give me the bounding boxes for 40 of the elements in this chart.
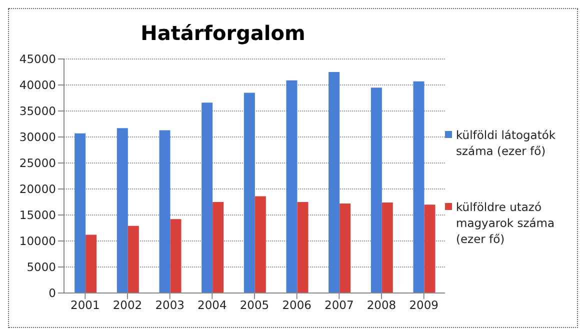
- bar: [116, 128, 128, 293]
- legend-label: külföldi látogatók száma (ezer fő): [456, 127, 557, 159]
- y-tick-label: 40000: [19, 78, 56, 92]
- x-tick-label: 2001: [70, 298, 100, 312]
- bar: [424, 204, 436, 293]
- bar: [340, 204, 351, 293]
- y-tick-label: 10000: [19, 234, 56, 248]
- x-tick-label: 2007: [324, 298, 354, 312]
- bar: [212, 202, 224, 293]
- bar: [159, 130, 170, 293]
- bar: [328, 72, 340, 293]
- legend-label: külföldre utazó magyarok száma (ezer fő): [456, 199, 556, 247]
- x-tick-label: 2008: [366, 298, 396, 312]
- bar: [382, 202, 393, 293]
- y-tick-label: 20000: [19, 182, 56, 196]
- bar: [128, 226, 139, 293]
- y-tick-label: 25000: [19, 156, 56, 170]
- bar: [254, 196, 266, 293]
- bar: [202, 102, 213, 293]
- bar: [244, 92, 255, 293]
- x-tick-label: 2002: [112, 298, 142, 312]
- x-tick-label: 2003: [155, 298, 184, 312]
- y-tick-label: 30000: [19, 130, 56, 144]
- bar: [74, 133, 86, 293]
- y-tick-label: 45000: [19, 52, 56, 66]
- x-tick-label: 2009: [409, 298, 438, 312]
- bar: [297, 202, 308, 293]
- bar: [170, 219, 182, 293]
- x-tick-label: 2005: [240, 298, 270, 312]
- x-tick-label: 2004: [198, 298, 227, 312]
- y-tick-label: 5000: [26, 260, 56, 274]
- bar: [86, 234, 97, 293]
- y-tick-label: 0: [48, 286, 56, 300]
- y-tick-label: 35000: [19, 104, 56, 118]
- bar: [370, 88, 382, 293]
- x-tick-label: 2006: [282, 298, 312, 312]
- bar: [286, 80, 298, 293]
- chart-title: Határforgalom: [140, 20, 306, 47]
- y-tick-label: 15000: [19, 208, 56, 222]
- bar: [413, 81, 424, 293]
